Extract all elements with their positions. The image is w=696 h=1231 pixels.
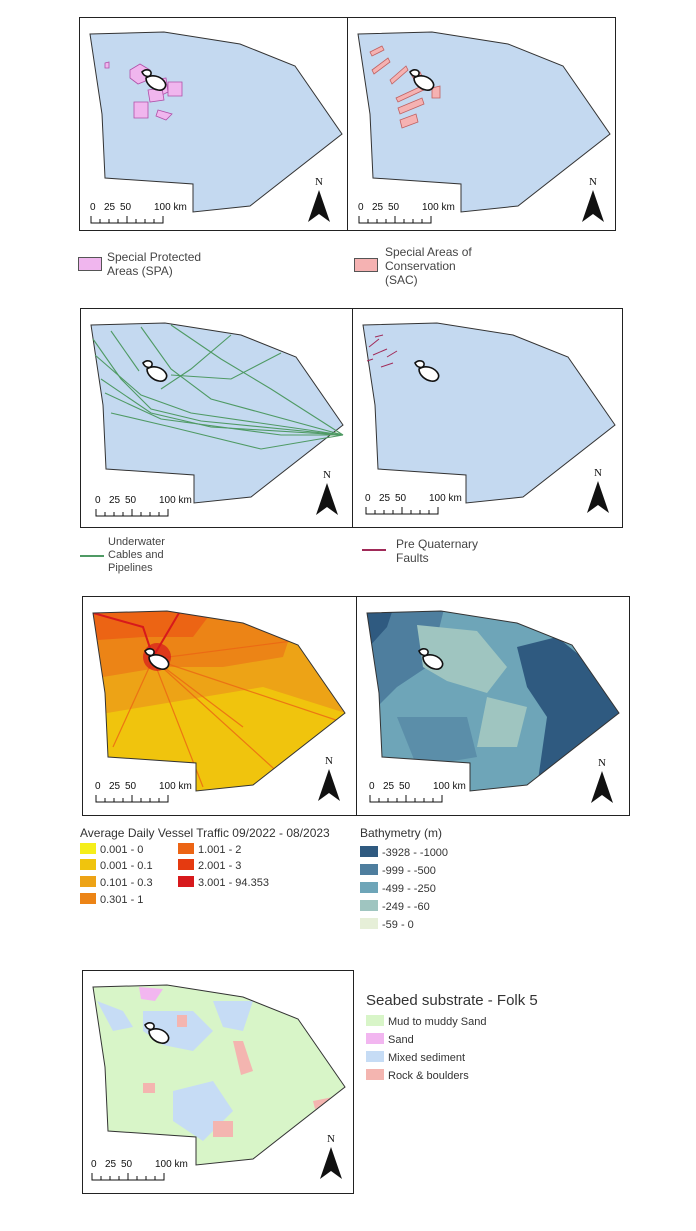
cables-legend-label: Underwater Cables and Pipelines	[108, 536, 165, 574]
vessel-legend-item: 0.101 - 0.3	[80, 876, 153, 889]
scale-label-100: 100 km	[155, 1159, 188, 1170]
north-arrow: N	[589, 757, 615, 807]
north-arrow: N	[318, 1133, 344, 1183]
vessel-legend-item: 3.001 - 94.353	[178, 876, 269, 889]
bathymetry-legend-item: -59 - 0	[360, 918, 414, 931]
seabed-legend-item: Rock & boulders	[366, 1069, 469, 1082]
map-panel-sac: 0 25 50 100 km N	[347, 17, 616, 231]
seabed-map	[92, 984, 346, 1166]
scale-label-0: 0	[365, 493, 371, 504]
scale-label-0: 0	[358, 202, 364, 213]
map-panel-cables: 0 25 50 100 km N	[80, 308, 353, 528]
scale-bar: 0 25 50 100 km	[369, 781, 469, 805]
scale-label-50: 50	[121, 1159, 133, 1170]
seabed-legend-item: Mud to muddy Sand	[366, 1015, 486, 1028]
scale-label-100: 100 km	[433, 781, 466, 792]
scale-label-50: 50	[395, 493, 407, 504]
north-arrow: N	[580, 176, 606, 226]
map-panel-vessel-traffic: 0 25 50 100 km N	[82, 596, 357, 816]
scale-label-0: 0	[95, 495, 101, 506]
scale-label-25: 25	[383, 781, 395, 792]
sac-legend-swatch	[354, 258, 378, 272]
north-label: N	[594, 467, 602, 479]
scale-label-25: 25	[372, 202, 384, 213]
fault-lines	[366, 334, 398, 368]
scale-label-25: 25	[104, 202, 116, 213]
bathymetry-legend-item: -249 - -60	[360, 900, 430, 913]
scale-label-0: 0	[369, 781, 375, 792]
cable-lines	[92, 324, 344, 450]
vessel-legend-item: 2.001 - 3	[178, 859, 241, 872]
cables-legend-swatch	[80, 555, 104, 557]
scale-bar: 0 25 50 100 km	[91, 1159, 191, 1183]
scale-label-25: 25	[109, 781, 121, 792]
scale-label-0: 0	[90, 202, 96, 213]
scale-bar: 0 25 50 100 km	[358, 202, 458, 226]
north-arrow: N	[316, 755, 342, 805]
scale-label-50: 50	[399, 781, 411, 792]
faults-legend-swatch	[362, 549, 386, 551]
vessel-legend-title: Average Daily Vessel Traffic 09/2022 - 0…	[80, 826, 330, 840]
spa-map	[89, 31, 343, 213]
vessel-legend-item: 0.001 - 0	[80, 843, 143, 856]
scale-label-50: 50	[125, 781, 137, 792]
map-panel-bathymetry: 0 25 50 100 km N	[356, 596, 630, 816]
bathymetry-legend-item: -3928 - -1000	[360, 846, 448, 859]
scale-label-25: 25	[109, 495, 121, 506]
north-label: N	[589, 176, 597, 188]
bathymetry-legend-item: -499 - -250	[360, 882, 436, 895]
seabed-legend-title: Seabed substrate - Folk 5	[366, 992, 538, 1009]
cables-map	[90, 322, 344, 504]
scale-label-100: 100 km	[422, 202, 455, 213]
map-panel-spa: 0 25 50 100 km N	[79, 17, 348, 231]
scale-label-0: 0	[95, 781, 101, 792]
north-label: N	[315, 176, 323, 188]
bathymetry-legend-title: Bathymetry (m)	[360, 826, 443, 840]
sac-legend-label: Special Areas of Conservation (SAC)	[385, 245, 472, 287]
faults-legend-label: Pre Quaternary Faults	[396, 537, 479, 565]
seabed-legend-item: Mixed sediment	[366, 1051, 465, 1064]
scale-label-100: 100 km	[429, 493, 462, 504]
north-arrow: N	[585, 467, 611, 517]
map-panel-seabed: 0 25 50 100 km N	[82, 970, 354, 1194]
north-label: N	[325, 755, 333, 767]
north-label: N	[598, 757, 606, 769]
sac-map	[357, 31, 611, 213]
map-panel-faults: 0 25 50 100 km N	[352, 308, 623, 528]
seabed-legend-item: Sand	[366, 1033, 414, 1046]
scale-bar: 0 25 50 100 km	[95, 781, 195, 805]
scale-bar: 0 25 50 100 km	[95, 495, 195, 519]
bathymetry-map	[366, 610, 620, 792]
spa-legend-label: Special Protected Areas (SPA)	[107, 250, 202, 278]
faults-map	[362, 322, 616, 504]
scale-label-50: 50	[388, 202, 400, 213]
scale-label-0: 0	[91, 1159, 97, 1170]
north-label: N	[327, 1133, 335, 1145]
scale-label-100: 100 km	[154, 202, 187, 213]
scale-label-50: 50	[125, 495, 137, 506]
vessel-legend-item: 0.001 - 0.1	[80, 859, 153, 872]
scale-label-25: 25	[379, 493, 391, 504]
scale-bar: 0 25 50 100 km	[90, 202, 190, 226]
north-arrow: N	[306, 176, 332, 226]
vessel-legend-item: 1.001 - 2	[178, 843, 241, 856]
north-label: N	[323, 469, 331, 481]
scale-bar: 0 25 50 100 km	[365, 493, 465, 517]
vessel-legend-item: 0.301 - 1	[80, 893, 143, 906]
north-arrow: N	[314, 469, 340, 519]
bathymetry-legend-item: -999 - -500	[360, 864, 436, 877]
scale-label-100: 100 km	[159, 781, 192, 792]
scale-label-50: 50	[120, 202, 132, 213]
spa-legend-swatch	[78, 257, 102, 271]
vessel-traffic-map	[92, 610, 346, 792]
scale-label-100: 100 km	[159, 495, 192, 506]
scale-label-25: 25	[105, 1159, 117, 1170]
